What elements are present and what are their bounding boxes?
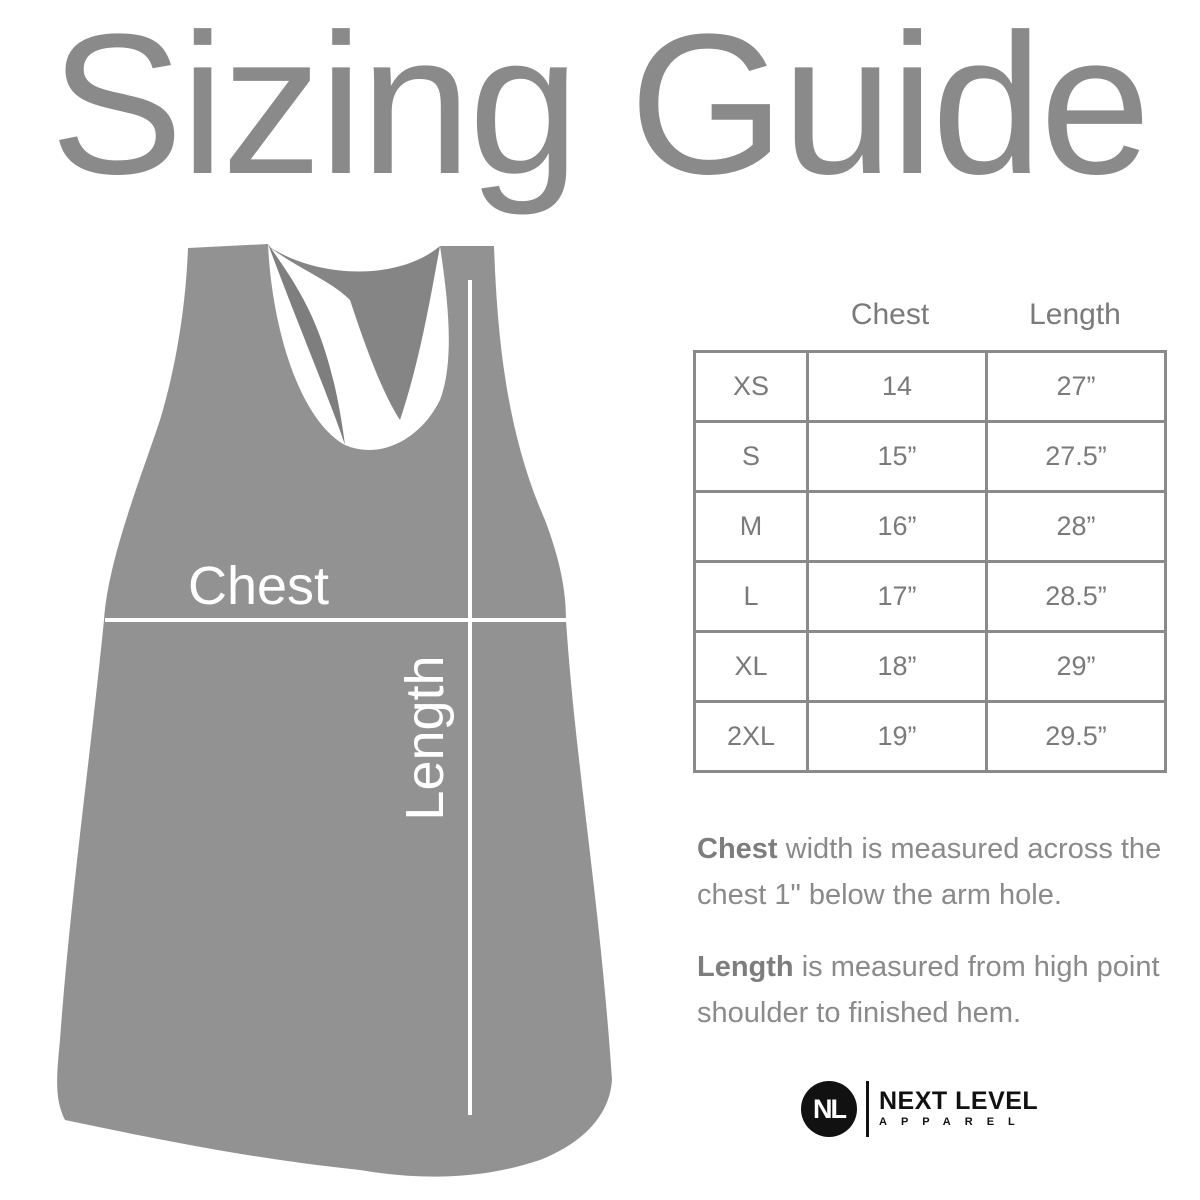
column-header-chest: Chest <box>850 298 930 331</box>
table-row: XS 14 27” <box>693 350 1167 423</box>
size-cell: S <box>693 420 809 493</box>
chest-term: Chest <box>697 833 778 865</box>
size-cell: L <box>693 560 809 633</box>
length-note: Length is measured from high point shoul… <box>697 944 1187 1036</box>
table-row: L 17” 28.5” <box>693 560 1167 633</box>
neckline-back <box>268 244 345 445</box>
table-row: 2XL 19” 29.5” <box>693 700 1167 773</box>
length-cell: 27.5” <box>985 420 1167 493</box>
chest-cell: 15” <box>806 420 988 493</box>
logo-name: NEXT LEVEL <box>879 1087 1039 1115</box>
table-row: XL 18” 29” <box>693 630 1167 703</box>
length-label: Length <box>395 655 455 821</box>
size-cell: 2XL <box>693 700 809 773</box>
length-cell: 29.5” <box>985 700 1167 773</box>
size-table: XS 14 27” S 15” 27.5” M 16” 28” L 17” 28.5” XL 18” 29”… <box>693 350 1167 773</box>
chest-cell: 16” <box>806 490 988 563</box>
logo-mark: NL <box>801 1081 857 1137</box>
length-cell: 29” <box>985 630 1167 703</box>
next-level-apparel-logo: NL NEXT LEVEL APPAREL <box>801 1081 1038 1137</box>
logo-sub: APPAREL <box>879 1116 1029 1128</box>
chest-cell: 18” <box>806 630 988 703</box>
chest-cell: 14 <box>806 350 988 423</box>
tank-body <box>57 244 612 1177</box>
length-cell: 27” <box>985 350 1167 423</box>
table-row: S 15” 27.5” <box>693 420 1167 493</box>
chest-note: Chest width is measured across the chest… <box>697 826 1187 918</box>
size-cell: XS <box>693 350 809 423</box>
length-note-text: is measured from high point shoulder to … <box>697 951 1160 1029</box>
column-header-length: Length <box>1029 298 1121 331</box>
page-title: Sizing Guide <box>50 0 1151 216</box>
length-cell: 28.5” <box>985 560 1167 633</box>
table-row: M 16” 28” <box>693 490 1167 563</box>
chest-cell: 19” <box>806 700 988 773</box>
length-term: Length <box>697 951 794 983</box>
chest-label: Chest <box>188 556 330 616</box>
size-cell: M <box>693 490 809 563</box>
back-neck <box>268 246 440 420</box>
chest-note-text: width is measured across the chest 1" be… <box>697 833 1162 911</box>
logo-divider <box>866 1081 869 1137</box>
size-cell: XL <box>693 630 809 703</box>
chest-cell: 17” <box>806 560 988 633</box>
length-cell: 28” <box>985 490 1167 563</box>
